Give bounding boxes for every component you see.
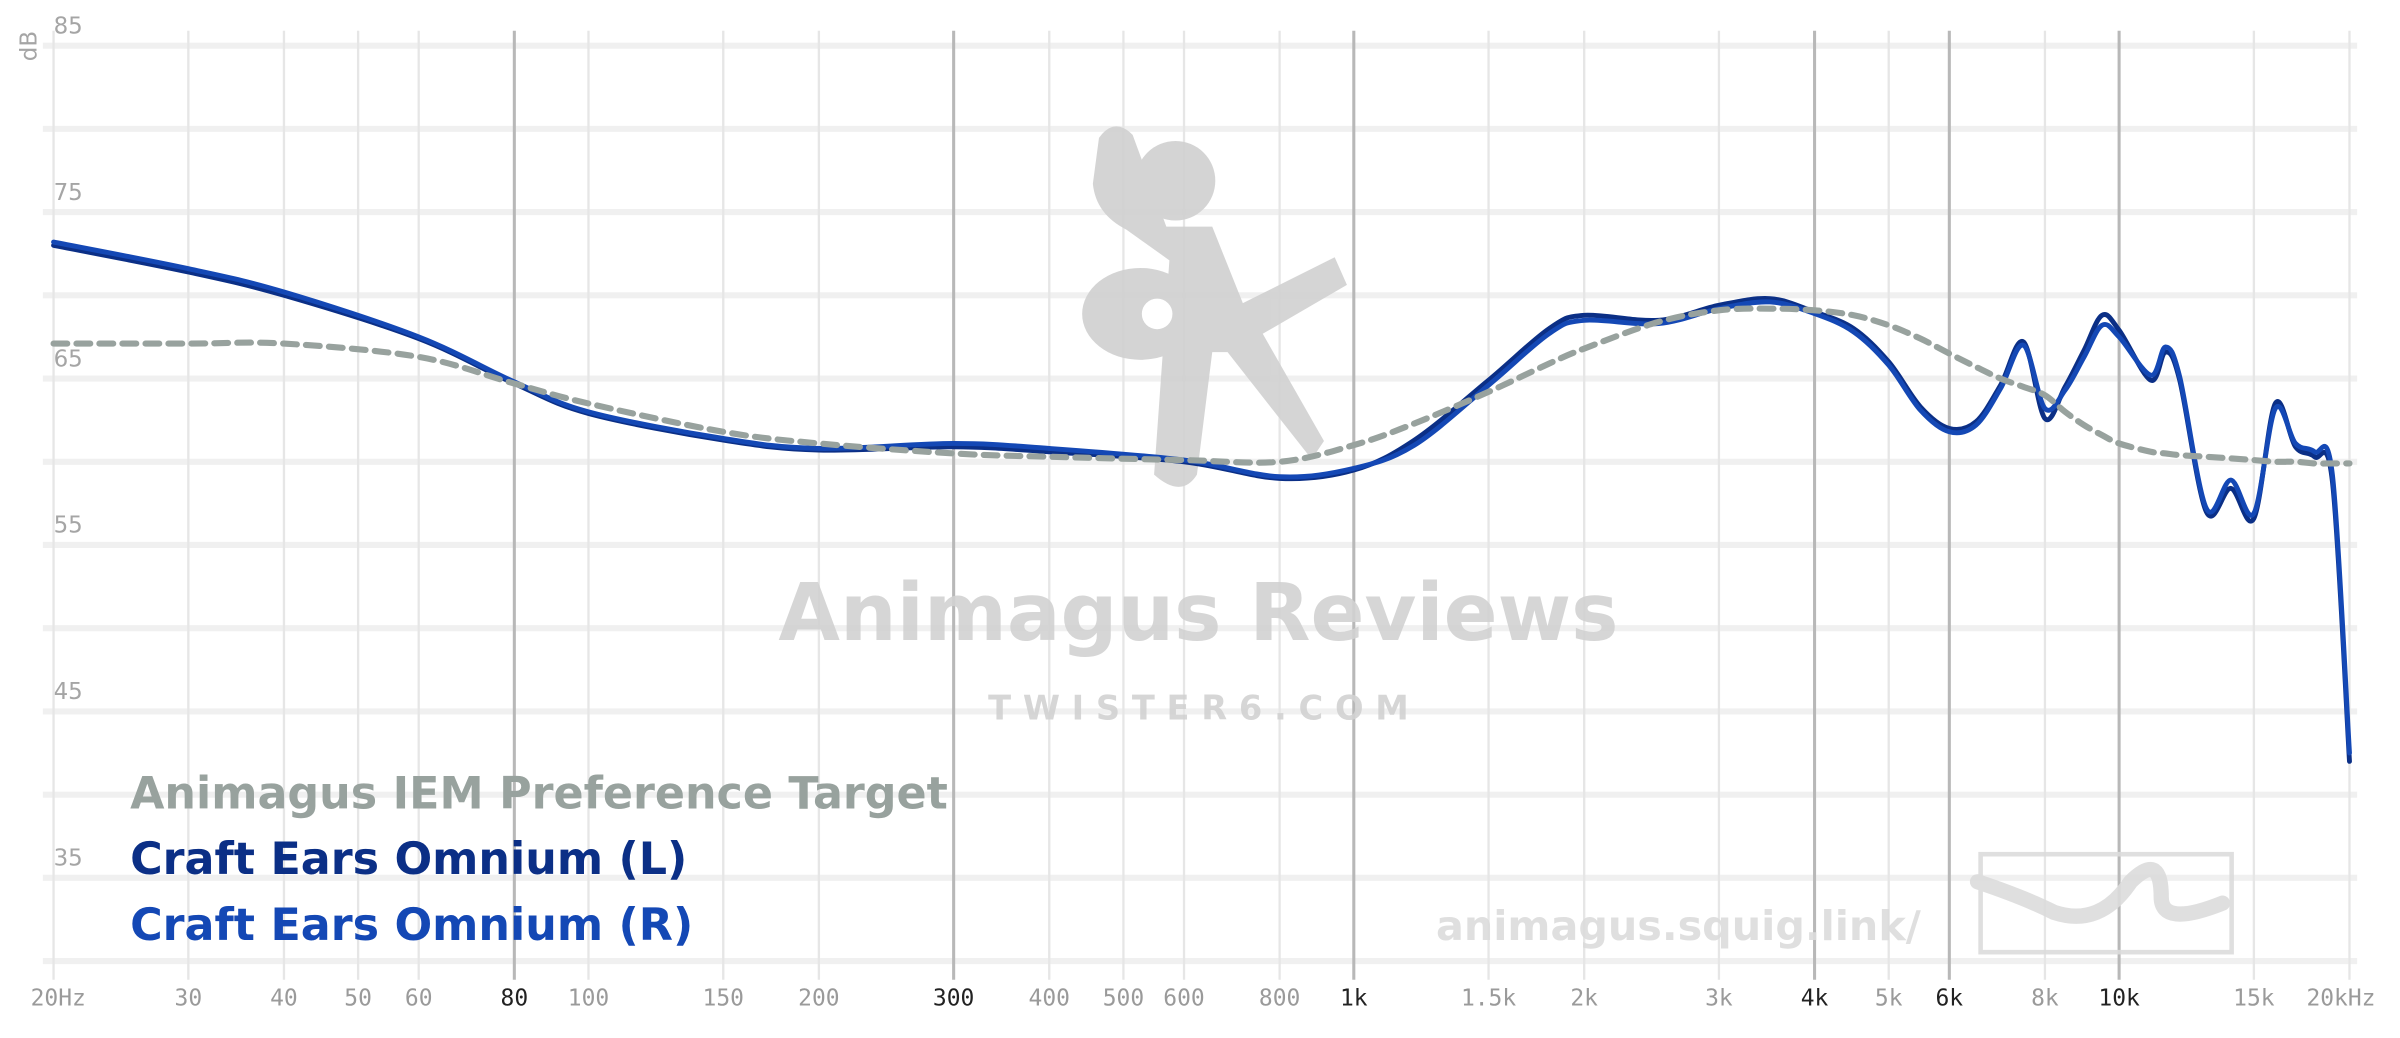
x-tick-label: 50 — [344, 986, 372, 1012]
series-line — [50, 305, 2353, 467]
x-tick-label: 20Hz — [31, 986, 86, 1012]
legend-entry: Craft Ears Omnium (L) — [130, 834, 687, 885]
x-tick-label: 15k — [2233, 986, 2275, 1012]
x-tick-label: 20kHz — [2306, 986, 2375, 1012]
y-tick-label: 75 — [54, 180, 83, 206]
x-tick-label: 80 — [501, 986, 529, 1012]
x-tick-label: 2k — [1570, 986, 1598, 1012]
legend-entry: Craft Ears Omnium (R) — [130, 900, 693, 951]
x-tick-label: 500 — [1103, 986, 1144, 1012]
grid: 35 45 55 65 75 85 20Hz 30 40 50 60 80 100 150 200 300 40… — [31, 13, 2376, 1011]
x-tick-label: 8k — [2031, 986, 2059, 1012]
guitar-hole — [1141, 298, 1173, 330]
lines — [50, 239, 2353, 764]
x-tick-label: 200 — [798, 986, 839, 1012]
x-tick-label: 1.5k — [1461, 986, 1516, 1012]
x-tick-label: 300 — [933, 986, 974, 1012]
guitar-figure — [1082, 126, 1347, 487]
y-tick-label: 85 — [54, 13, 83, 39]
x-tick-label: 5k — [1875, 986, 1903, 1012]
x-tick-label: 100 — [568, 986, 609, 1012]
logo-squiggle — [1969, 862, 2231, 924]
x-tick-label: 150 — [703, 986, 744, 1012]
x-tick-label: 10k — [2098, 986, 2140, 1012]
logo-box — [1978, 851, 2234, 955]
x-tick-label: 4k — [1801, 986, 1829, 1012]
x-tick-label: 3k — [1705, 986, 1733, 1012]
x-tick-label: 6k — [1936, 986, 1964, 1012]
watermark: Animagus Reviews T W I S T E R 6 . C O M… — [778, 126, 2234, 955]
x-tick-label: 800 — [1259, 986, 1300, 1012]
x-tick-label: 400 — [1029, 986, 1070, 1012]
legend: Animagus IEM Preference Target Craft Ears… — [130, 768, 948, 951]
x-tick-label: 60 — [405, 986, 433, 1012]
watermark-subtitle: T W I S T E R 6 . C O M — [988, 689, 1409, 728]
x-tick-label: 1k — [1340, 986, 1368, 1012]
y-tick-label: 35 — [54, 846, 83, 872]
y-tick-label: 45 — [54, 679, 83, 705]
y-tick-label: 55 — [54, 513, 83, 539]
watermark-url: animagus.squig.link/ — [1436, 902, 1922, 950]
x-tick-label: 40 — [270, 986, 298, 1012]
y-axis-label: dB — [17, 31, 43, 61]
series-line — [51, 239, 2352, 756]
y-tick-label: 65 — [54, 346, 83, 372]
legend-entry: Animagus IEM Preference Target — [130, 768, 948, 819]
watermark-title: Animagus Reviews — [778, 566, 1618, 659]
x-tick-label: 30 — [175, 986, 203, 1012]
x-tick-label: 600 — [1163, 986, 1204, 1012]
